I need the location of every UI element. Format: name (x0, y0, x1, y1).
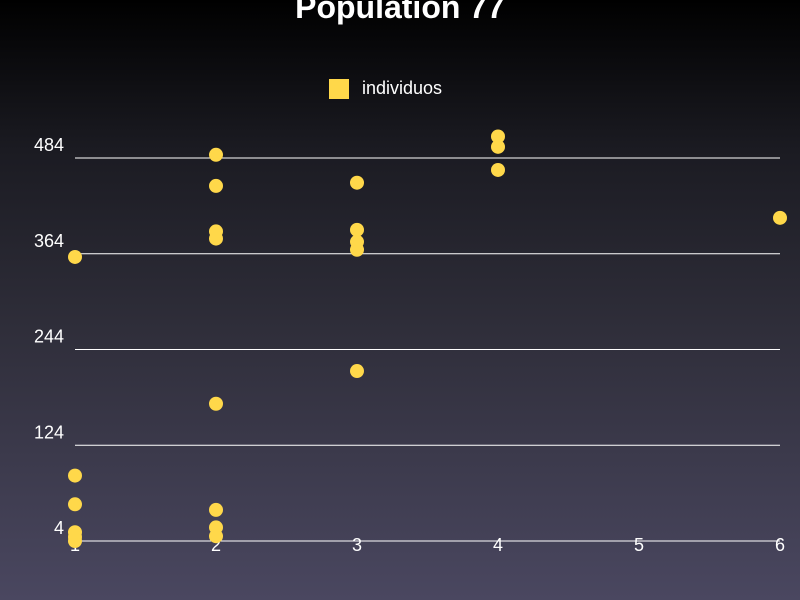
data-point (68, 525, 82, 540)
data-points (68, 129, 787, 548)
data-point (209, 502, 223, 517)
data-point (350, 234, 364, 249)
data-point (68, 249, 82, 264)
data-point (491, 162, 505, 177)
y-tick-label: 124 (34, 422, 64, 442)
data-point (350, 364, 364, 379)
data-point (68, 468, 82, 483)
x-tick-label: 2 (211, 535, 221, 555)
legend-swatch (329, 79, 349, 99)
x-tick-label: 4 (493, 535, 503, 555)
data-point (209, 178, 223, 193)
data-point (209, 396, 223, 411)
grid-lines (75, 157, 780, 542)
data-point (491, 129, 505, 144)
data-point (350, 175, 364, 190)
data-point (209, 147, 223, 162)
data-point (350, 222, 364, 237)
y-tick-label: 244 (34, 327, 64, 347)
legend-label: individuos (362, 78, 442, 98)
y-axis-ticks: 4 124 244 364 484 (34, 135, 64, 538)
y-tick-label: 4 (54, 518, 64, 538)
y-tick-label: 484 (34, 135, 64, 155)
x-tick-label: 3 (352, 535, 362, 555)
legend: individuos (329, 78, 442, 99)
data-point (209, 520, 223, 535)
x-tick-label: 6 (775, 535, 785, 555)
data-point (491, 139, 505, 154)
data-point (209, 224, 223, 239)
x-axis-ticks: 123456 (70, 535, 785, 555)
y-tick-label: 364 (34, 231, 64, 251)
chart-title: Population 77 (295, 0, 505, 25)
data-point (68, 497, 82, 512)
x-tick-label: 5 (634, 535, 644, 555)
data-point (773, 210, 787, 225)
